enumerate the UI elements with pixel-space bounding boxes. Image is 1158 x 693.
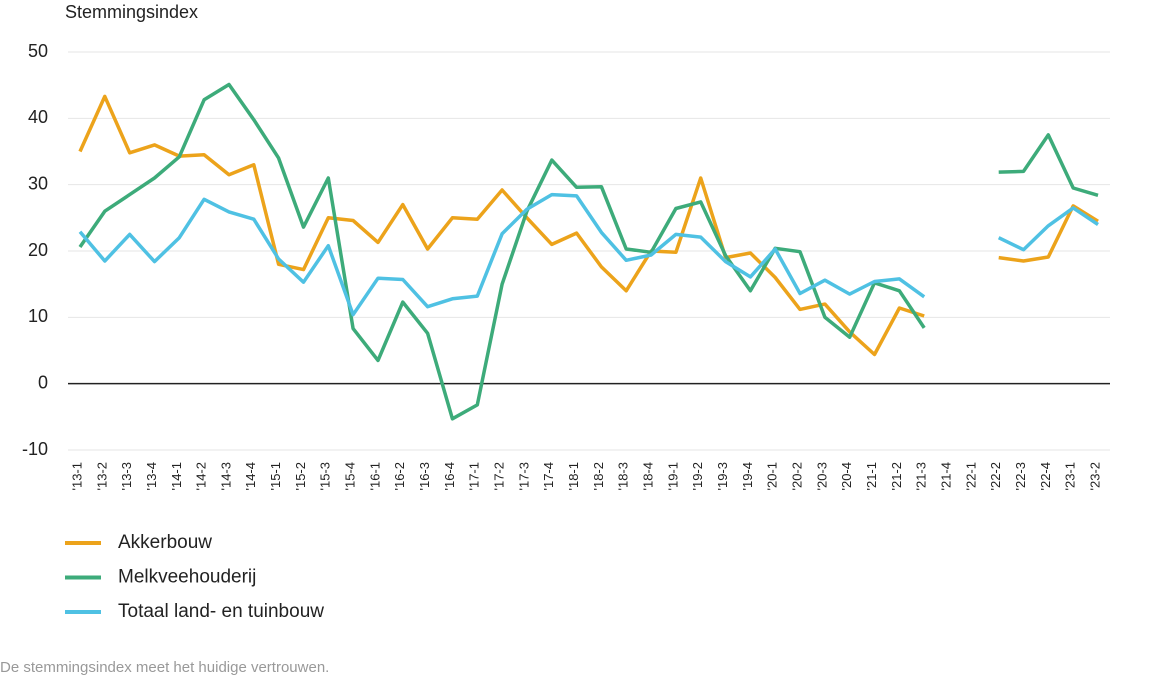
y-tick-label: 40 [28, 107, 48, 127]
x-tick-label: '21-4 [938, 462, 953, 491]
x-tick-label: '22-1 [963, 462, 978, 491]
x-tick-label: '14-1 [169, 462, 184, 491]
x-tick-label: '18-3 [616, 462, 631, 491]
series-line [78, 94, 1099, 357]
y-tick-label: 0 [38, 372, 48, 392]
x-tick-label: '18-1 [566, 462, 581, 491]
y-tick-label: 20 [28, 240, 48, 260]
x-tick-label: '23-1 [1063, 462, 1078, 491]
x-tick-label: '21-1 [864, 462, 879, 491]
x-tick-label: '21-2 [889, 462, 904, 491]
x-tick-label: '18-2 [591, 462, 606, 491]
x-tick-label: '15-1 [268, 462, 283, 491]
x-tick-label: '14-2 [194, 462, 209, 491]
x-tick-label: '23-2 [1087, 462, 1102, 491]
legend-label: Melkveehouderij [118, 567, 256, 588]
x-tick-label: '20-4 [839, 462, 854, 491]
y-tick-label: 30 [28, 173, 48, 193]
legend-label: Akkerbouw [118, 532, 212, 553]
x-tick-label: '13-2 [94, 462, 109, 491]
x-tick-label: '13-3 [119, 462, 134, 491]
x-tick-label: '18-4 [641, 462, 656, 491]
x-tick-label: '17-1 [467, 462, 482, 491]
x-tick-label: '16-4 [442, 462, 457, 491]
x-tick-label: '15-2 [293, 462, 308, 491]
y-tick-label: -10 [22, 439, 48, 459]
x-tick-label: '19-4 [740, 462, 755, 491]
x-tick-label: '17-4 [541, 462, 556, 491]
legend-label: Totaal land- en tuinbouw [118, 601, 324, 622]
x-tick-label: '16-2 [392, 462, 407, 491]
y-tick-label: 10 [28, 306, 48, 326]
x-tick-label: '16-1 [367, 462, 382, 491]
x-tick-label: '13-1 [69, 462, 84, 491]
series-line [78, 192, 1099, 317]
y-tick-label: 50 [28, 41, 48, 61]
x-tick-label: '21-3 [914, 462, 929, 491]
x-tick-label: '19-1 [665, 462, 680, 491]
series-line [78, 82, 1099, 421]
x-tick-label: '20-3 [814, 462, 829, 491]
x-tick-label: '13-4 [144, 462, 159, 491]
x-tick-label: '17-2 [492, 462, 507, 491]
x-tick-label: '22-2 [988, 462, 1003, 491]
x-tick-label: '20-2 [789, 462, 804, 491]
x-tick-label: '16-3 [417, 462, 432, 491]
x-tick-label: '14-3 [218, 462, 233, 491]
x-tick-label: '19-2 [690, 462, 705, 491]
x-tick-label: '19-3 [715, 462, 730, 491]
x-tick-label: '15-3 [318, 462, 333, 491]
note: De stemmingsindex meet het huidige vertr… [0, 659, 329, 676]
x-tick-label: '20-1 [765, 462, 780, 491]
y-axis-label: Stemmingsindex [65, 2, 198, 22]
x-tick-label: '22-3 [1013, 462, 1028, 491]
x-tick-label: '15-4 [343, 462, 358, 491]
x-tick-label: '22-4 [1038, 462, 1053, 491]
x-tick-label: '17-3 [516, 462, 531, 491]
x-tick-label: '14-4 [243, 462, 258, 491]
